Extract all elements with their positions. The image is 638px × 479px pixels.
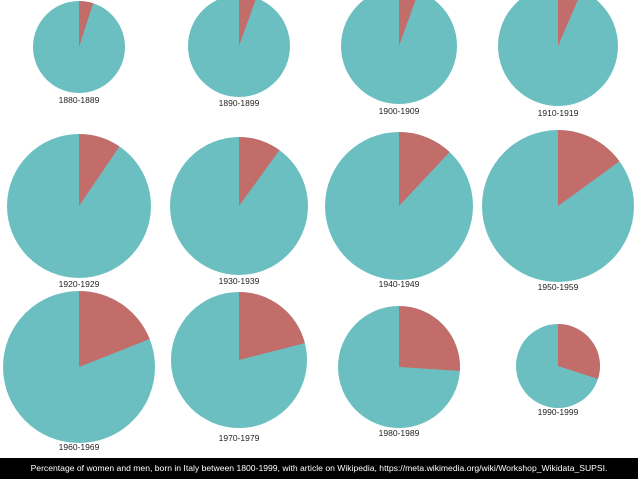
pie-chart-grid: 1880-1889 1890-1899 1900-1909 1910-1919 1920… [3,0,634,452]
pie-label: 1910-1919 [538,108,579,118]
pie-chart-canvas: 1880-1889 1890-1899 1900-1909 1910-1919 1920… [3,0,634,452]
pie-label: 1970-1979 [219,433,260,443]
pie-1980-1989: 1980-1989 [338,305,461,438]
pie-1910-1919: 1910-1919 [498,0,618,118]
pie-slice-men [498,0,618,106]
pie-1880-1889: 1880-1889 [33,1,125,105]
pie-slice-women [239,137,280,206]
pie-1890-1899: 1890-1899 [188,0,290,108]
pie-label: 1900-1909 [379,106,420,116]
pie-label: 1920-1929 [59,279,100,289]
pie-label: 1890-1899 [219,98,260,108]
pie-slice-women [558,0,578,46]
pie-1990-1999: 1990-1999 [516,324,600,417]
pie-label: 1950-1959 [538,282,579,292]
pie-label: 1990-1999 [538,407,579,417]
pie-slice-women [558,324,600,379]
pie-1970-1979: 1970-1979 [171,292,307,443]
pie-slice-women [558,130,620,206]
pie-1920-1929: 1920-1929 [7,134,151,289]
pie-slice-women [399,305,461,371]
pie-1940-1949: 1940-1949 [325,132,473,289]
pie-label: 1880-1889 [59,95,100,105]
caption-bar: Percentage of women and men, born in Ita… [0,458,638,479]
pie-label: 1940-1949 [379,279,420,289]
pie-slice-men [341,0,457,104]
pie-label: 1960-1969 [59,442,100,452]
pie-slice-women [399,0,416,46]
pie-label: 1930-1939 [219,276,260,286]
pie-slice-women [79,291,150,367]
pie-slice-women [399,132,450,206]
pie-slice-women [79,1,94,47]
pie-slice-women [239,292,305,360]
pie-slice-men [188,0,290,97]
pie-1950-1959: 1950-1959 [482,130,634,292]
pie-1960-1969: 1960-1969 [3,291,155,452]
pie-1900-1909: 1900-1909 [341,0,457,116]
pie-slice-women [79,134,120,206]
pie-1930-1939: 1930-1939 [170,137,308,286]
pie-label: 1980-1989 [379,428,420,438]
pie-slice-women [239,0,256,46]
caption-text: Percentage of women and men, born in Ita… [30,463,608,473]
